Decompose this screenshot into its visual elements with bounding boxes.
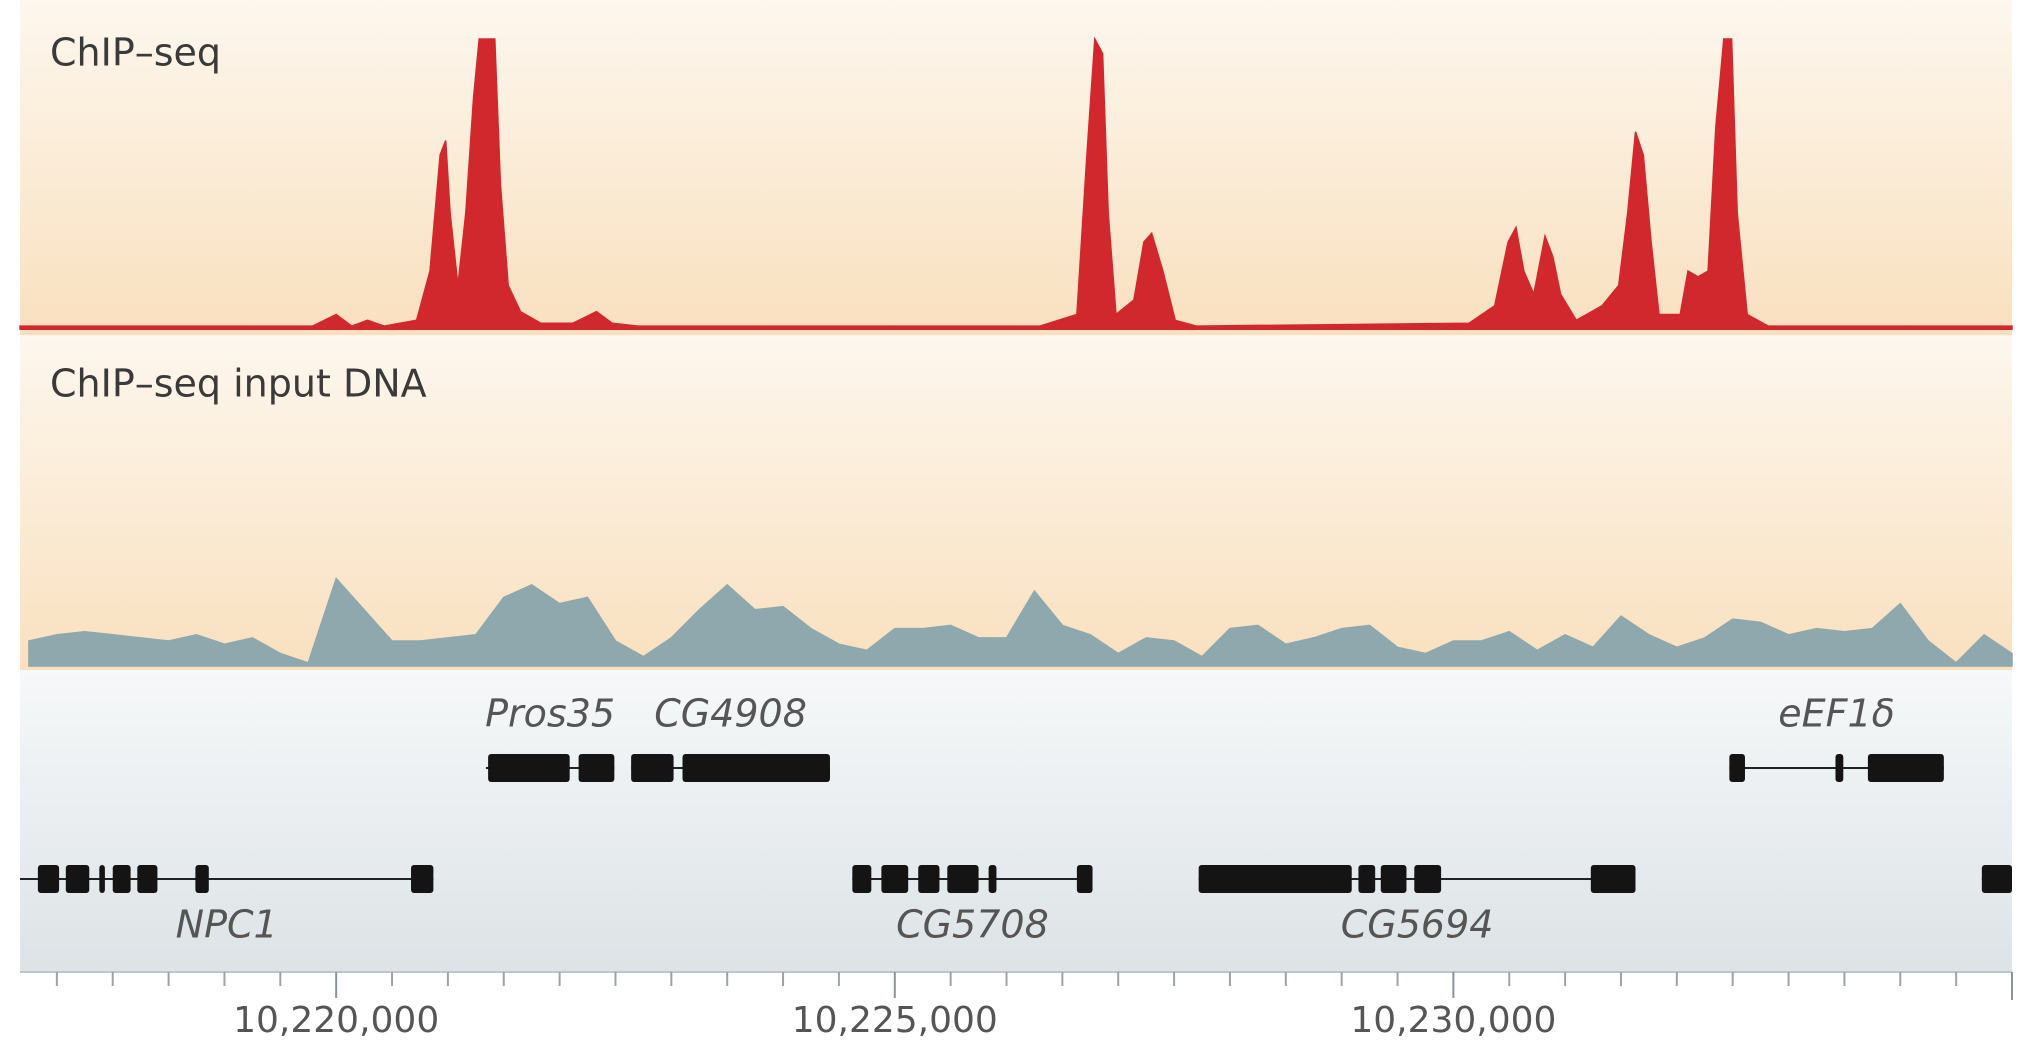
gene-label: CG4908 — [654, 692, 807, 736]
exon — [1414, 865, 1442, 893]
x-tick-label: 10,220,000 — [233, 1000, 439, 1041]
signal-area — [28, 577, 2013, 667]
track-background — [20, 0, 2012, 335]
exon — [112, 865, 131, 893]
exon — [65, 865, 90, 893]
exon — [488, 754, 570, 782]
exon — [988, 865, 997, 893]
exon — [578, 754, 615, 782]
exon — [947, 865, 979, 893]
exon — [1867, 754, 1944, 782]
exon — [99, 865, 105, 893]
signal-area — [19, 36, 2013, 330]
gene-label: Pros35 — [485, 692, 615, 736]
x-tick-label: 10,230,000 — [1350, 1000, 1556, 1041]
exon — [1358, 865, 1376, 893]
exon — [1076, 865, 1093, 893]
exon — [881, 865, 909, 893]
exon — [631, 754, 674, 782]
exon — [682, 754, 830, 782]
exon — [137, 865, 158, 893]
gene-label: CG5694 — [1341, 903, 1494, 947]
track-title: ChIP–seq input DNA — [50, 362, 427, 406]
exon — [918, 865, 940, 893]
exon — [852, 865, 872, 893]
gene-label: CG5708 — [896, 903, 1049, 947]
exon — [1198, 865, 1352, 893]
exon — [37, 865, 60, 893]
track-title: ChIP–seq — [50, 31, 221, 75]
exon — [1590, 865, 1636, 893]
exon — [1835, 754, 1844, 782]
exon — [1380, 865, 1407, 893]
exon — [1729, 754, 1745, 782]
exon — [195, 865, 209, 893]
gene-background — [20, 670, 2012, 972]
gene-label: NPC1 — [176, 903, 278, 947]
exon — [411, 865, 434, 893]
exon — [1981, 865, 2012, 893]
gene-label: eEF1δ — [1778, 692, 1895, 736]
x-tick-label: 10,225,000 — [792, 1000, 998, 1041]
